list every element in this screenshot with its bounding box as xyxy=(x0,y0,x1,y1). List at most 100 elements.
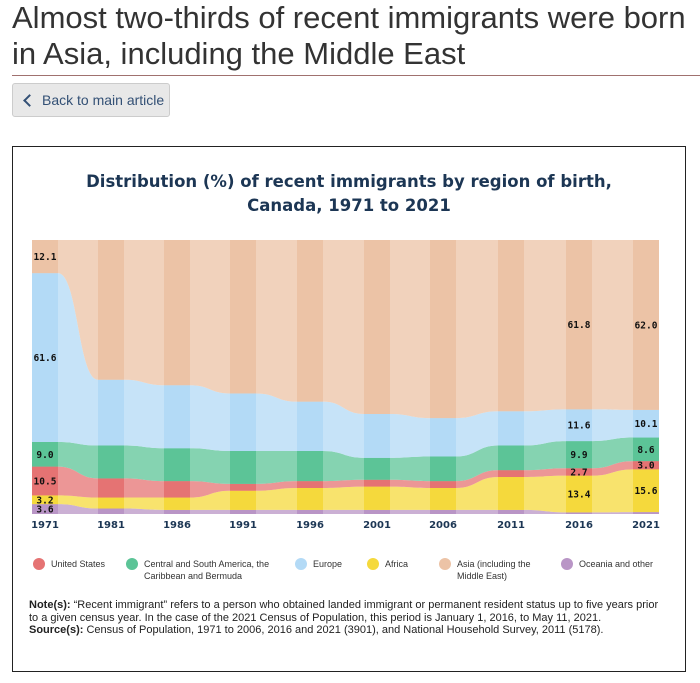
bar-1991-africa xyxy=(230,490,256,510)
legend-swatch-africa xyxy=(367,558,379,570)
bar-2001-oceania-and-other xyxy=(364,509,390,514)
data-label-2016-10: 2.7 xyxy=(570,467,587,478)
bar-1981-africa xyxy=(98,497,124,509)
stacked-area-chart: 61.6 12.1 10.5 9.0 3.63.2 61.8 13.4 11.6 9.9 2.7 6… xyxy=(31,240,660,531)
chevron-left-icon xyxy=(23,93,36,107)
legend-item-europe: Europe xyxy=(295,558,342,570)
x-tick-label-1981: 1981 xyxy=(97,520,125,531)
bar-2011-united-states xyxy=(498,470,524,478)
bar-1996-asia-including-the-middle-east xyxy=(297,240,323,402)
legend-label-csa-line2: Caribbean and Bermuda xyxy=(144,571,243,581)
bar-1991-oceania-and-other xyxy=(230,509,256,514)
x-tick-label-2001: 2001 xyxy=(363,520,391,531)
legend-swatch-oceania xyxy=(561,558,573,570)
bar-1991-asia-including-the-middle-east xyxy=(230,240,256,394)
bar-2021-asia-including-the-middle-east xyxy=(633,240,659,410)
bar-1986-central-and-south-america-the-caribbean-and-bermuda xyxy=(164,448,190,482)
bar-2021-united-states xyxy=(633,461,659,470)
x-tick-label-1986: 1986 xyxy=(163,520,191,531)
title-divider xyxy=(12,75,700,76)
x-tick-label-2021: 2021 xyxy=(632,520,660,531)
legend-item-asia: Asia (including the Middle East) xyxy=(439,558,531,582)
bar-2006-asia-including-the-middle-east xyxy=(430,240,456,419)
bar-2001-europe xyxy=(364,413,390,458)
x-tick-label-2006: 2006 xyxy=(429,520,457,531)
bar-1971-oceania-and-other xyxy=(32,504,58,514)
bar-1986-united-states xyxy=(164,481,190,498)
back-to-main-article-button[interactable]: Back to main article xyxy=(12,83,170,117)
bar-1996-oceania-and-other xyxy=(297,509,323,514)
bar-1991-united-states xyxy=(230,483,256,491)
legend-label-africa: Africa xyxy=(385,559,409,569)
bar-1991-central-and-south-america-the-caribbean-and-bermuda xyxy=(230,450,256,484)
x-tick-label-1971: 1971 xyxy=(31,520,59,531)
bar-1981-central-and-south-america-the-caribbean-and-bermuda xyxy=(98,445,124,479)
data-label-2016-6: 61.8 xyxy=(568,320,591,331)
data-label-1971-4: 3.6 xyxy=(36,505,53,516)
legend-label-oceania: Oceania and other xyxy=(579,559,654,569)
legend-label-united-states: United States xyxy=(51,559,106,569)
bar-2021-europe xyxy=(633,409,659,438)
bar-1991-europe xyxy=(230,393,256,451)
bar-1986-europe xyxy=(164,385,190,449)
bar-1971-central-and-south-america-the-caribbean-and-bermuda xyxy=(32,441,58,467)
data-label-2021-14: 8.6 xyxy=(637,445,654,456)
source-paragraph: Source(s): Census of Population, 1971 to… xyxy=(29,624,669,637)
bar-1996-europe xyxy=(297,401,323,451)
bar-2001-united-states xyxy=(364,479,390,487)
data-label-2016-7: 13.4 xyxy=(568,489,591,500)
bar-1981-europe xyxy=(98,379,124,446)
data-label-2021-12: 15.6 xyxy=(635,486,658,497)
bar-1996-united-states xyxy=(297,481,323,488)
data-label-2021-13: 10.1 xyxy=(635,419,658,430)
bar-2006-europe xyxy=(430,418,456,457)
bar-2011-asia-including-the-middle-east xyxy=(498,240,524,412)
chart-frame: Distribution (%) of recent immigrants by… xyxy=(12,146,686,672)
chart-title-line1: Distribution (%) of recent immigrants by… xyxy=(86,172,612,191)
legend-item-oceania: Oceania and other xyxy=(561,558,653,570)
data-label-1971-5: 3.2 xyxy=(36,495,53,506)
bar-2011-central-and-south-america-the-caribbean-and-bermuda xyxy=(498,445,524,471)
bar-2011-oceania-and-other xyxy=(498,509,524,514)
source-label: Source(s): xyxy=(29,624,84,636)
bar-2006-oceania-and-other xyxy=(430,509,456,514)
data-label-1971-1: 12.1 xyxy=(34,252,57,263)
data-label-2021-11: 62.0 xyxy=(635,320,658,331)
bar-1986-oceania-and-other xyxy=(164,509,190,514)
note-label: Note(s): xyxy=(29,599,71,611)
bar-1986-africa xyxy=(164,497,190,510)
bar-2016-africa xyxy=(566,475,592,513)
legend-swatch-asia xyxy=(439,558,451,570)
bar-2001-asia-including-the-middle-east xyxy=(364,240,390,414)
bar-1981-asia-including-the-middle-east xyxy=(98,240,124,380)
x-tick-label-1991: 1991 xyxy=(229,520,257,531)
note-text: “Recent immigrant” refers to a person wh… xyxy=(29,599,659,624)
x-tick-label-1996: 1996 xyxy=(296,520,324,531)
bar-1971-united-states xyxy=(32,466,58,496)
bar-2016-europe xyxy=(566,409,592,442)
legend-swatch-central-south-america xyxy=(126,558,138,570)
data-label-1971-0: 61.6 xyxy=(34,353,57,364)
legend-label-csa-line1: Central and South America, the xyxy=(144,559,270,569)
bar-2021-oceania-and-other xyxy=(633,512,659,514)
bar-1986-asia-including-the-middle-east xyxy=(164,240,190,386)
legend-label-asia-line2: Middle East) xyxy=(457,571,508,581)
bar-2006-central-and-south-america-the-caribbean-and-bermuda xyxy=(430,456,456,482)
legend-item-africa: Africa xyxy=(367,558,408,570)
bar-2021-africa xyxy=(633,469,659,513)
legend-swatch-europe xyxy=(295,558,307,570)
legend-label-europe: Europe xyxy=(313,559,343,569)
bar-1996-africa xyxy=(297,487,323,510)
legend-item-central-south-america: Central and South America, the Caribbean… xyxy=(126,558,269,582)
data-label-2016-8: 11.6 xyxy=(568,421,591,432)
bar-1981-oceania-and-other xyxy=(98,508,124,514)
bar-1971-africa xyxy=(32,495,58,505)
bar-2021-central-and-south-america-the-caribbean-and-bermuda xyxy=(633,437,659,462)
bar-1996-central-and-south-america-the-caribbean-and-bermuda xyxy=(297,450,323,482)
back-button-label: Back to main article xyxy=(42,92,165,108)
bar-2016-asia-including-the-middle-east xyxy=(566,240,592,410)
data-label-1971-3: 9.0 xyxy=(36,450,53,461)
legend-label-asia-line1: Asia (including the xyxy=(457,559,531,569)
legend-item-united-states: United States xyxy=(33,558,105,570)
bar-2001-central-and-south-america-the-caribbean-and-bermuda xyxy=(364,457,390,480)
